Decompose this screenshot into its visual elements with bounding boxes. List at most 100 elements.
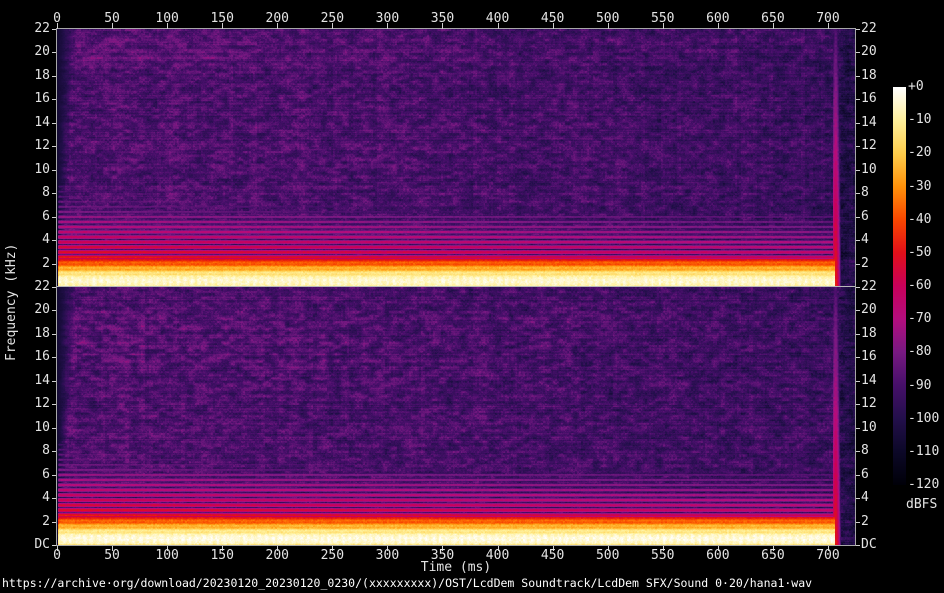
- freq-tick-right: [856, 404, 860, 406]
- time-tick-label-top: 300: [375, 11, 400, 26]
- time-tick-top: [222, 23, 224, 29]
- time-tick-bottom: [552, 546, 554, 551]
- freq-tick-right: [856, 287, 860, 288]
- time-tick-label-bottom: 550: [651, 548, 675, 563]
- freq-tick-right: [856, 29, 860, 30]
- freq-tick-label-right: 18: [861, 325, 877, 341]
- colorbar-tick-label: -70: [908, 311, 932, 327]
- time-tick-label-top: 250: [320, 11, 345, 26]
- time-tick-bottom: [607, 546, 609, 551]
- time-tick-label-top: 700: [816, 11, 840, 26]
- freq-tick-right: [856, 498, 860, 500]
- freq-tick-right: [856, 122, 860, 124]
- time-tick-label-bottom: 450: [540, 548, 565, 563]
- freq-tick-left: [52, 545, 56, 546]
- time-tick-top: [112, 23, 114, 29]
- colorbar-tick-label: -90: [908, 377, 932, 393]
- freq-tick-right: [856, 521, 860, 523]
- freq-tick-label-right: 4: [861, 490, 869, 506]
- colorbar-tick-label: -100: [908, 410, 940, 426]
- freq-tick-label-right: 10: [861, 161, 877, 177]
- freq-tick-label-left: 22: [34, 279, 50, 294]
- freq-tick-right: [856, 357, 860, 359]
- freq-tick-right: [856, 380, 860, 382]
- time-tick-bottom: [772, 546, 774, 551]
- time-tick-top: [607, 23, 609, 29]
- spectrogram-canvas: [57, 29, 855, 545]
- time-tick-label-top: 600: [706, 11, 730, 26]
- time-tick-bottom: [57, 546, 58, 551]
- freq-tick-label-right: 20: [861, 44, 877, 60]
- time-tick-bottom: [387, 546, 389, 551]
- freq-tick-label-left: 12: [34, 138, 50, 154]
- time-tick-label-top: 650: [761, 11, 785, 26]
- freq-tick-left: [52, 357, 56, 359]
- freq-tick-label-left: 22: [34, 21, 50, 36]
- freq-tick-left: [52, 240, 56, 242]
- freq-tick-left: [52, 146, 56, 148]
- freq-tick-right: [856, 333, 860, 335]
- time-tick-top: [827, 23, 829, 29]
- freq-tick-label-left: 2: [42, 513, 50, 529]
- freq-tick-left: [52, 380, 56, 382]
- freq-tick-left: [52, 521, 56, 523]
- freq-tick-label-right: 8: [861, 443, 869, 459]
- freq-tick-left: [52, 52, 56, 54]
- time-tick-top: [772, 23, 774, 29]
- time-tick-label-bottom: 200: [265, 548, 290, 563]
- time-tick-label-bottom: 50: [104, 548, 120, 563]
- freq-axis-label: Frequency (kHz): [4, 243, 19, 361]
- freq-tick-label-right: 6: [861, 466, 869, 482]
- time-tick-bottom: [332, 546, 334, 551]
- time-tick-label-top: 500: [595, 11, 620, 26]
- time-tick-label-top: 0: [53, 11, 61, 26]
- freq-tick-left: [52, 75, 56, 77]
- freq-tick-label-left: 18: [34, 325, 50, 341]
- time-tick-bottom: [222, 546, 224, 551]
- freq-tick-left: [52, 474, 56, 476]
- file-url-caption: https://archive·org/download/20230120_20…: [2, 576, 813, 590]
- time-tick-label-bottom: 700: [816, 548, 840, 563]
- time-tick-label-top: 450: [540, 11, 565, 26]
- freq-tick-label-left: 8: [42, 443, 50, 459]
- freq-tick-right: [856, 451, 860, 453]
- freq-tick-left: [52, 333, 56, 335]
- time-tick-top: [662, 23, 664, 29]
- freq-tick-label-left: 6: [42, 208, 50, 224]
- freq-tick-left: [52, 99, 56, 101]
- freq-tick-right: [856, 52, 860, 54]
- dc-tick-label-right: DC: [861, 537, 877, 552]
- time-tick-label-top: 400: [485, 11, 510, 26]
- freq-tick-left: [52, 498, 56, 500]
- time-tick-bottom: [662, 546, 664, 551]
- freq-tick-label-right: 10: [861, 419, 877, 435]
- freq-tick-label-right: 4: [861, 232, 869, 248]
- freq-tick-right: [856, 240, 860, 242]
- freq-tick-label-right: 22: [861, 279, 877, 294]
- freq-tick-left: [52, 122, 56, 124]
- freq-tick-label-right: 20: [861, 302, 877, 318]
- time-tick-top: [717, 23, 719, 29]
- time-tick-top: [497, 23, 499, 29]
- time-tick-bottom: [827, 546, 829, 551]
- time-tick-top: [277, 23, 279, 29]
- time-tick-top: [332, 23, 334, 29]
- time-tick-label-top: 50: [104, 11, 120, 26]
- freq-tick-right: [856, 169, 860, 171]
- colorbar-tick-label: -110: [908, 443, 940, 459]
- freq-tick-right: [856, 99, 860, 101]
- freq-tick-label-right: 22: [861, 21, 877, 36]
- colorbar-tick-label: -120: [908, 477, 940, 493]
- colorbar-tick-label: -40: [908, 211, 932, 227]
- time-tick-label-bottom: 400: [485, 548, 510, 563]
- freq-tick-label-left: 2: [42, 255, 50, 271]
- colorbar-tick-label: -20: [908, 145, 932, 161]
- freq-tick-right: [856, 263, 860, 265]
- time-tick-label-bottom: 600: [706, 548, 730, 563]
- freq-tick-left: [52, 451, 56, 453]
- time-tick-label-bottom: 350: [430, 548, 455, 563]
- freq-tick-label-left: 16: [34, 349, 50, 365]
- time-tick-label-top: 350: [430, 11, 455, 26]
- time-tick-bottom: [112, 546, 114, 551]
